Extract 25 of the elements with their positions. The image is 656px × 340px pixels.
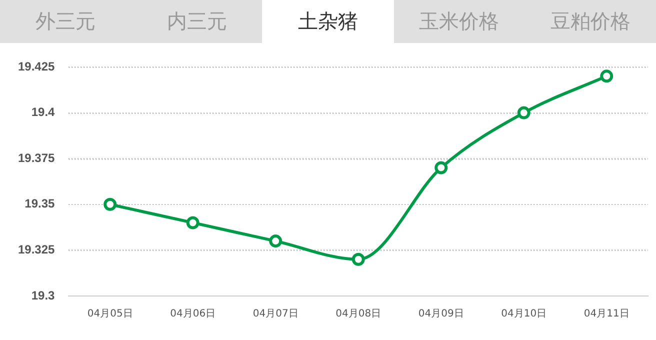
text: 土杂猪: [262, 0, 394, 43]
x-tick-label: 04月06日: [170, 308, 216, 320]
point: [186, 216, 200, 230]
x-tick-label: 04月09日: [418, 308, 464, 320]
point: [269, 234, 282, 248]
y-tick-label: 19.35: [24, 196, 56, 211]
text: 外三元: [34, 8, 97, 35]
x-tick-label: 04月10日: [501, 308, 547, 320]
text: 豆粕价格: [549, 8, 632, 35]
text: 玉米价格: [418, 8, 500, 35]
point: [104, 198, 117, 211]
y-tick-label: 19.4: [31, 105, 56, 120]
y-tick-label: 19.375: [18, 150, 56, 165]
point: [600, 70, 614, 83]
point: [517, 106, 530, 120]
x-tick-label: 04月11日: [584, 308, 630, 320]
point: [352, 252, 365, 266]
x-tick-label: 04月07日: [252, 308, 298, 320]
y-tick-label: 19.325: [18, 242, 56, 257]
x-tick-label: 04月05日: [87, 308, 133, 320]
point: [434, 161, 448, 174]
y-tick-label: 19.3: [31, 288, 56, 302]
x-tick-label: 04月08日: [336, 308, 382, 320]
y-tick-label: 19.425: [18, 59, 56, 74]
text: 内三元: [166, 8, 228, 35]
